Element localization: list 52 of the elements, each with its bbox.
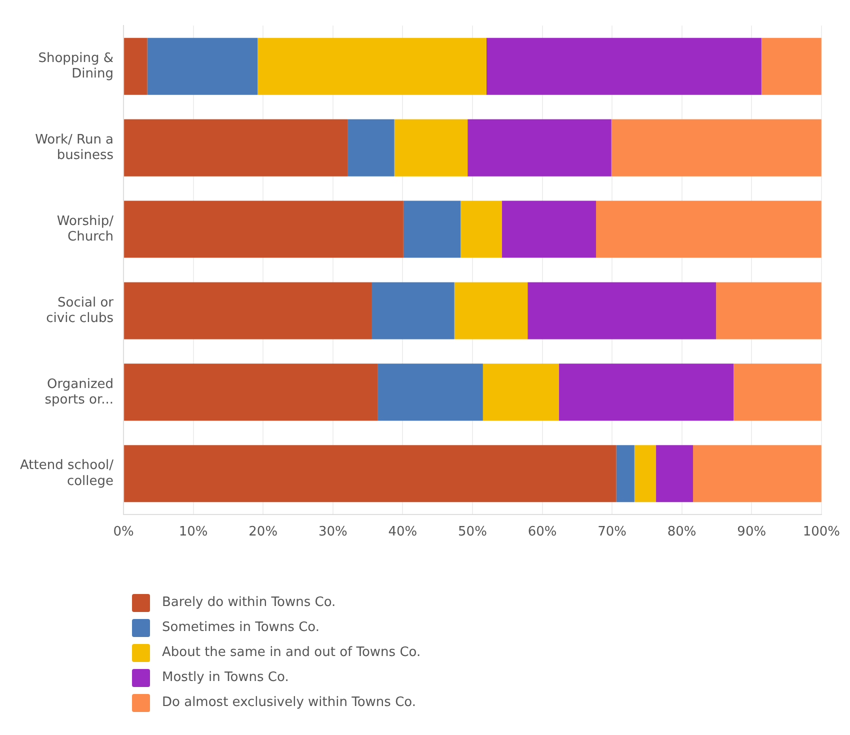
x-tick-label: 50% [458, 524, 487, 540]
bar [693, 445, 822, 502]
bar [394, 119, 468, 176]
x-tick-label: 10% [178, 524, 208, 540]
bar [124, 200, 404, 258]
y-tick-label: Organized sports or... [44, 376, 114, 408]
x-tick-label: 40% [388, 524, 418, 540]
bar [403, 200, 461, 258]
bar [616, 445, 634, 502]
bar [486, 38, 762, 95]
bar [378, 364, 483, 421]
bar [716, 282, 822, 340]
bar [502, 200, 596, 258]
bar [124, 38, 148, 95]
legend-label: Sometimes in Towns Co. [162, 620, 320, 635]
bar [454, 282, 528, 340]
bar [460, 200, 502, 258]
legend-label: Barely do within Towns Co. [162, 595, 336, 610]
bar [124, 282, 372, 340]
y-tick-label: Worship/ Church [56, 214, 114, 244]
legend-label: Mostly in Towns Co. [162, 670, 289, 685]
bar [482, 364, 560, 421]
bar [124, 119, 348, 176]
legend-label: Do almost exclusively within Towns Co. [162, 695, 416, 710]
bar [733, 364, 822, 421]
y-tick-label: Attend school/ college [20, 458, 114, 489]
bar [124, 445, 616, 502]
bar [147, 38, 258, 95]
bar [596, 200, 822, 258]
x-tick-label: 90% [737, 524, 766, 540]
x-tick-label: 100% [802, 524, 840, 540]
y-tick-label: Work/ Run a business [35, 132, 114, 163]
bar [258, 38, 486, 95]
x-tick-label: 60% [528, 524, 557, 540]
bar [348, 119, 394, 176]
bar [372, 282, 454, 340]
x-tick-label: 30% [318, 524, 348, 540]
x-tick-label: 70% [598, 524, 627, 540]
y-tick-label: Social or civic clubs [46, 295, 114, 326]
legend-label: About the same in and out of Towns Co. [162, 645, 421, 660]
bar [634, 445, 656, 502]
bar [528, 282, 716, 340]
bar [124, 364, 378, 421]
x-tick-label: 0% [113, 524, 134, 540]
bar [468, 119, 612, 176]
y-tick-label: Shopping & Dining [38, 50, 114, 82]
bar [611, 119, 822, 176]
bar [559, 364, 734, 421]
bar [656, 445, 694, 502]
bar [761, 38, 822, 95]
x-tick-label: 20% [248, 524, 278, 540]
x-tick-label: 80% [667, 524, 696, 540]
